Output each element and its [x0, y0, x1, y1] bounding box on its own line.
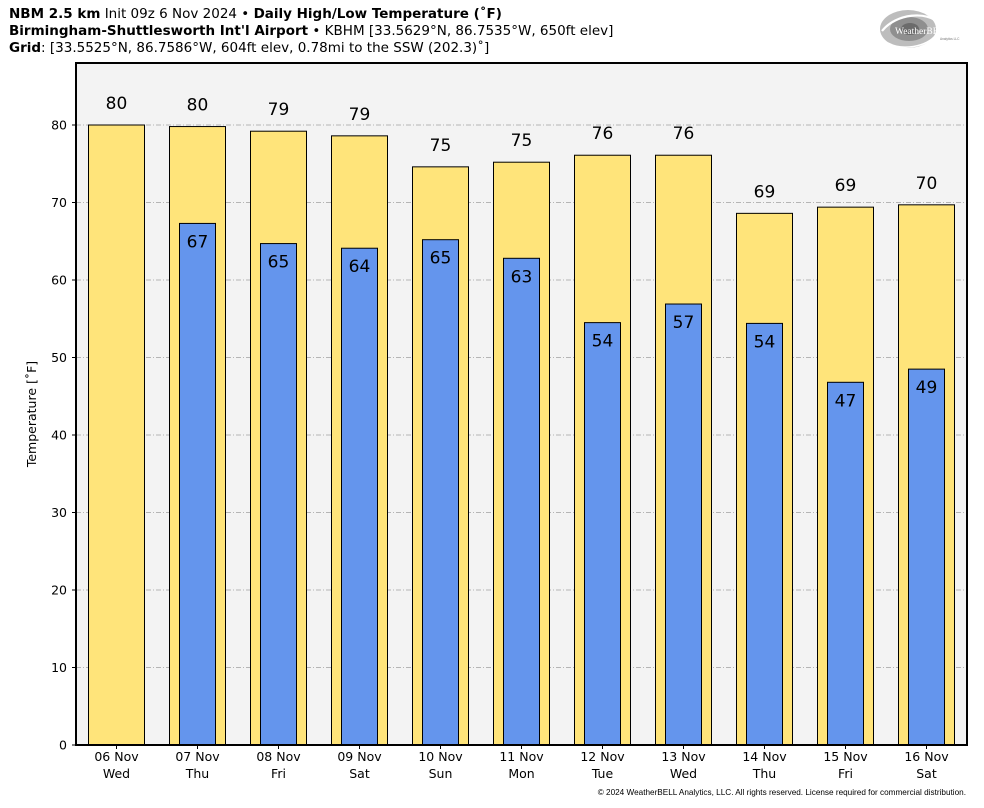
low-temp-label: 67 — [187, 232, 209, 252]
low-temp-label: 49 — [916, 378, 938, 398]
x-tick-label-date: 08 Nov — [256, 749, 301, 764]
x-tick-label-day: Tue — [591, 766, 614, 781]
x-tick-label-day: Sat — [916, 766, 937, 781]
x-tick-label-date: 12 Nov — [580, 749, 625, 764]
y-tick-label: 10 — [51, 660, 67, 675]
y-tick-label: 20 — [51, 583, 67, 598]
x-tick-label-date: 14 Nov — [742, 749, 787, 764]
high-temp-label: 79 — [268, 100, 290, 120]
y-tick-label: 60 — [51, 273, 67, 288]
y-tick-label: 30 — [51, 505, 67, 520]
high-temp-label: 76 — [592, 124, 614, 144]
station-name: Birmingham-Shuttlesworth Int'l Airport — [9, 23, 309, 39]
x-tick-label-date: 15 Nov — [823, 749, 868, 764]
low-temp-bar — [422, 239, 459, 746]
low-temp-bar — [908, 368, 945, 746]
x-tick-label-date: 07 Nov — [175, 749, 220, 764]
product-title: Daily High/Low Temperature (˚F) — [253, 6, 502, 22]
low-temp-bar — [503, 257, 540, 746]
logo-swirl-arc — [881, 14, 939, 32]
logo-swirl-core — [901, 23, 919, 35]
x-tick-label-date: 11 Nov — [499, 749, 544, 764]
logo-text: WeatherBELL — [895, 27, 950, 37]
chart-header-line-3: Grid: [33.5525°N, 86.7586°W, 604ft elev,… — [9, 40, 489, 57]
grid-label: Grid — [9, 40, 42, 56]
low-temp-label: 54 — [592, 332, 614, 352]
x-tick-label-date: 06 Nov — [94, 749, 139, 764]
y-tick-label: 70 — [51, 195, 67, 210]
high-temp-label: 80 — [106, 94, 128, 114]
y-tick-label: 50 — [51, 350, 67, 365]
high-temp-label: 79 — [349, 105, 371, 125]
low-temp-bar — [260, 243, 297, 746]
x-tick-label-day: Wed — [670, 766, 697, 781]
low-temp-label: 65 — [268, 253, 290, 273]
low-temp-label: 65 — [430, 249, 452, 269]
station-details: KBHM [33.5629°N, 86.7535°W, 650ft elev] — [324, 23, 614, 39]
x-tick-label-date: 13 Nov — [661, 749, 706, 764]
x-tick-label-date: 09 Nov — [337, 749, 382, 764]
y-axis-label: Temperature [˚F] — [24, 361, 39, 468]
low-temp-bar — [584, 322, 621, 746]
separator: • — [241, 6, 250, 22]
high-temp-label: 75 — [430, 136, 452, 156]
x-tick-label-day: Fri — [271, 766, 286, 781]
low-temp-bar — [341, 247, 378, 746]
high-temp-bar — [88, 124, 145, 746]
grid-details: : [33.5525°N, 86.7586°W, 604ft elev, 0.7… — [41, 40, 490, 56]
x-tick-label-day: Thu — [752, 766, 776, 781]
low-temp-bars — [179, 222, 945, 746]
model-name: NBM 2.5 km — [9, 6, 101, 22]
high-temp-label: 69 — [835, 176, 857, 196]
x-tick-label-day: Mon — [508, 766, 534, 781]
high-temp-label: 75 — [511, 131, 533, 151]
y-tick-label: 80 — [51, 118, 67, 133]
chart-header-line-1: NBM 2.5 km Init 09z 6 Nov 2024 • Daily H… — [9, 6, 502, 23]
x-tick-label-day: Sun — [429, 766, 453, 781]
y-axis: 0 10 20 30 40 50 60 70 80 — [51, 118, 76, 753]
logo-swirl-arc — [887, 34, 937, 48]
x-tick-label-date: 16 Nov — [904, 749, 949, 764]
low-temp-label: 64 — [349, 257, 371, 277]
low-temp-label: 47 — [835, 391, 857, 411]
copyright-notice: © 2024 WeatherBELL Analytics, LLC. All r… — [597, 788, 966, 797]
x-axis: 06 Nov Wed 07 Nov Thu 08 Nov Fri 09 Nov Sat 10 N… — [94, 745, 949, 781]
low-temp-label: 63 — [511, 267, 533, 287]
high-temp-label: 80 — [187, 96, 209, 116]
high-temp-label: 76 — [673, 124, 695, 144]
low-temp-bar — [827, 381, 864, 746]
high-temp-label: 70 — [916, 174, 938, 194]
y-tick-label: 40 — [51, 428, 67, 443]
weatherbell-logo: WeatherBELL Analytics LLC — [880, 10, 960, 48]
logo-subtext: Analytics LLC — [940, 37, 960, 41]
x-tick-label-date: 10 Nov — [418, 749, 463, 764]
x-tick-label-day: Fri — [838, 766, 853, 781]
y-tick-label: 0 — [59, 738, 67, 753]
x-tick-label-day: Sat — [349, 766, 370, 781]
x-tick-label-day: Wed — [103, 766, 130, 781]
low-temp-label: 54 — [754, 332, 776, 352]
low-temp-label: 57 — [673, 313, 695, 333]
chart-header-line-2: Birmingham-Shuttlesworth Int'l Airport •… — [9, 23, 613, 40]
init-time: Init 09z 6 Nov 2024 — [104, 6, 237, 22]
x-tick-label-day: Thu — [185, 766, 209, 781]
low-temp-bar — [665, 303, 702, 746]
separator: • — [312, 23, 321, 39]
high-temp-label: 69 — [754, 182, 776, 202]
low-temp-bar — [746, 322, 783, 746]
bar-value-labels: 80 80 67 79 65 79 64 75 65 75 63 76 54 76 57 69 54 69 47 70… — [106, 94, 938, 411]
low-temp-bar — [179, 222, 216, 746]
